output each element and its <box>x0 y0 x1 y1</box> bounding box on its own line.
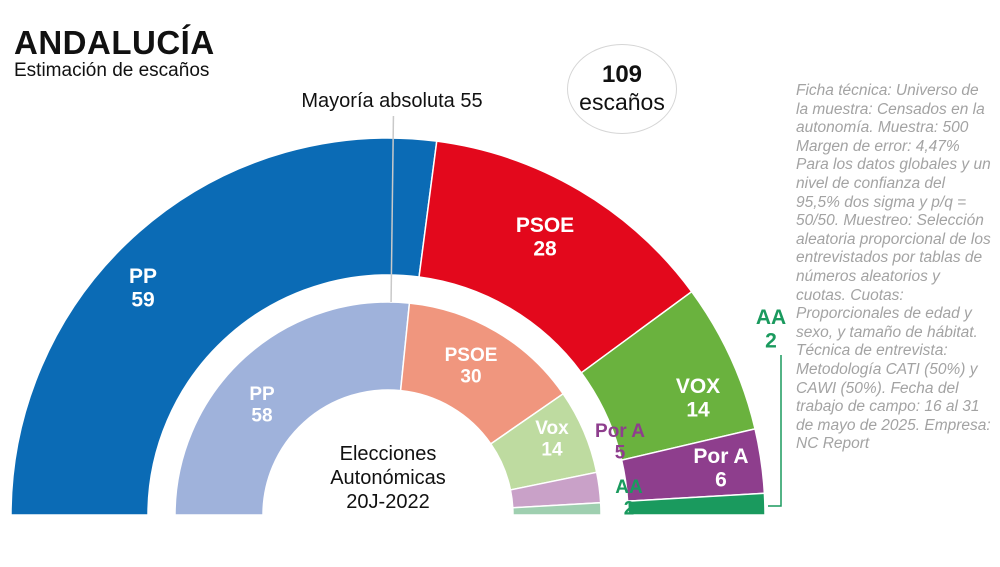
inner-label-pp-name: PP <box>249 384 275 405</box>
technical-sheet: Ficha técnica: Universo de la muestra: C… <box>796 82 991 453</box>
chart-subtitle: Estimación de escaños <box>14 60 210 81</box>
inner-label-psoe-value: 30 <box>460 366 481 387</box>
total-seats-number: 109 <box>601 61 643 88</box>
outer-label-psoe-value: 28 <box>533 238 557 261</box>
outer-label-pp-value: 59 <box>131 289 154 312</box>
outer-label-psoe-name: PSOE <box>516 214 574 237</box>
outer-label-por-a-value: 6 <box>715 469 727 492</box>
inner-label-por-a-name: Por A <box>595 421 645 442</box>
inner-slice-aa <box>512 501 602 516</box>
majority-marker: Mayoría absoluta 55 <box>301 90 483 303</box>
outer-label-vox-value: 14 <box>686 399 710 422</box>
outer-label-aa-value: 2 <box>765 330 777 353</box>
inner-label-psoe-name: PSOE <box>445 345 498 366</box>
aa-connector-line <box>768 355 782 507</box>
inner-label-aa-name: AA <box>615 477 643 498</box>
outer-label-aa-name: AA <box>756 306 786 329</box>
outer-label-pp-name: PP <box>129 265 157 288</box>
chart-title: ANDALUCÍA <box>14 24 215 61</box>
inner-label-pp-value: 58 <box>251 405 272 426</box>
inner-label-por-a-value: 5 <box>615 442 626 463</box>
center-label-line: 20J-2022 <box>346 491 429 513</box>
outer-slice-pp <box>10 137 438 516</box>
inner-label-aa-value: 2 <box>624 498 635 519</box>
center-label-line: Elecciones <box>340 443 437 465</box>
inner-ring <box>174 301 602 516</box>
majority-label: Mayoría absoluta 55 <box>301 90 482 112</box>
aa-connector <box>768 355 782 507</box>
total-seats-badge: 109 escaños <box>567 44 677 134</box>
outer-label-por-a-name: Por A <box>693 445 748 468</box>
total-seats-label: escaños <box>579 89 665 115</box>
inner-label-vox-name: Vox <box>535 418 569 439</box>
majority-line <box>390 115 395 303</box>
outer-ring <box>10 137 766 516</box>
outer-slice-aa <box>626 492 766 516</box>
inner-slice-pp <box>174 301 411 516</box>
center-label-line: Autonómicas <box>330 467 446 489</box>
inner-label-vox-value: 14 <box>541 439 563 460</box>
outer-label-vox-name: VOX <box>676 375 720 398</box>
